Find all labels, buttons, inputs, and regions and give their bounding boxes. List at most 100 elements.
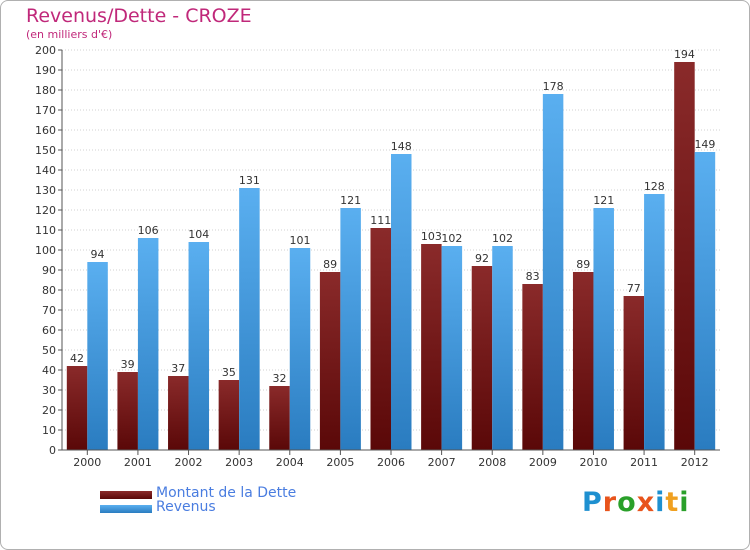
data-label: 102 xyxy=(492,232,513,245)
y-tick-label: 60 xyxy=(42,324,56,337)
x-tick-label: 2012 xyxy=(681,456,709,469)
logo-letter: i xyxy=(679,487,690,518)
y-tick-label: 100 xyxy=(35,244,56,257)
x-tick-label: 2006 xyxy=(377,456,405,469)
data-label: 37 xyxy=(171,362,185,375)
x-axis-ticks: 2000 2001 2002 2003 2004 2005 2006 2007 2008 2009… xyxy=(73,450,709,469)
y-tick-label: 120 xyxy=(35,204,56,217)
y-tick-label: 0 xyxy=(49,444,56,457)
bar-debt xyxy=(674,62,695,450)
chart-title: Revenus/Dette - CROZE xyxy=(26,5,252,27)
bar-revenus xyxy=(441,246,463,450)
bar-debt xyxy=(471,266,493,450)
x-tick-label: 2008 xyxy=(478,456,506,469)
axes xyxy=(61,50,720,451)
bar-debt xyxy=(522,284,543,450)
data-label: 42 xyxy=(70,352,84,365)
x-tick-label: 2004 xyxy=(276,456,304,469)
bar-revenus xyxy=(644,194,665,450)
bar-revenus xyxy=(289,248,311,450)
bar-debt xyxy=(218,380,240,450)
y-tick-label: 90 xyxy=(42,264,56,277)
y-tick-label: 80 xyxy=(42,284,56,297)
y-axis-ticks: 0 10 20 30 40 50 60 70 80 90 100 110 120 130 140 150 160… xyxy=(35,44,62,457)
data-label: 89 xyxy=(576,258,590,271)
y-tick-label: 130 xyxy=(35,184,56,197)
y-tick-label: 30 xyxy=(42,384,56,397)
y-tick-label: 150 xyxy=(35,144,56,157)
y-tick-label: 160 xyxy=(35,124,56,137)
data-label: 149 xyxy=(694,138,715,151)
logo-letter: o xyxy=(617,487,637,518)
proxiti-logo: Proxiti xyxy=(582,487,690,518)
bar-debt xyxy=(370,228,391,450)
x-tick-label: 2001 xyxy=(124,456,152,469)
bar-debt xyxy=(572,272,594,450)
y-tick-label: 180 xyxy=(35,84,56,97)
data-label: 148 xyxy=(391,140,412,153)
y-tick-label: 10 xyxy=(42,424,56,437)
bar-debt xyxy=(66,366,88,450)
y-tick-label: 50 xyxy=(42,344,56,357)
data-label: 92 xyxy=(475,252,489,265)
bar-debt xyxy=(168,376,189,450)
logo-letter: t xyxy=(665,487,680,518)
legend-swatch-debt xyxy=(100,491,152,499)
y-tick-label: 170 xyxy=(35,104,56,117)
data-label: 103 xyxy=(421,230,442,243)
data-label: 77 xyxy=(627,282,641,295)
bar-revenus xyxy=(188,242,210,450)
bar-debt xyxy=(117,372,138,450)
bars xyxy=(66,62,716,450)
data-label: 121 xyxy=(593,194,614,207)
data-label: 94 xyxy=(91,248,105,261)
bar-debt xyxy=(319,272,341,450)
logo-letter: P xyxy=(582,487,603,518)
x-tick-label: 2011 xyxy=(630,456,658,469)
y-tick-label: 190 xyxy=(35,64,56,77)
data-label: 83 xyxy=(526,270,540,283)
bar-debt xyxy=(623,296,645,450)
x-tick-label: 2000 xyxy=(73,456,101,469)
y-tick-label: 40 xyxy=(42,364,56,377)
data-label: 102 xyxy=(441,232,462,245)
x-tick-label: 2010 xyxy=(579,456,607,469)
y-tick-label: 200 xyxy=(35,44,56,57)
data-label: 106 xyxy=(138,224,159,237)
y-tick-label: 110 xyxy=(35,224,56,237)
logo-letter: r xyxy=(602,487,618,518)
logo-letter: i xyxy=(655,487,666,518)
x-tick-label: 2009 xyxy=(529,456,557,469)
x-tick-label: 2005 xyxy=(326,456,354,469)
data-label: 89 xyxy=(323,258,337,271)
x-tick-label: 2007 xyxy=(428,456,456,469)
bar-revenus xyxy=(542,94,564,450)
bar-revenus xyxy=(137,238,159,450)
bar-revenus xyxy=(694,152,716,450)
data-label: 121 xyxy=(340,194,361,207)
data-label: 178 xyxy=(543,80,564,93)
x-tick-label: 2002 xyxy=(175,456,203,469)
y-tick-label: 140 xyxy=(35,164,56,177)
data-label: 194 xyxy=(674,48,695,61)
chart-subtitle: (en milliers d'€) xyxy=(26,28,113,41)
bar-revenus xyxy=(87,262,108,450)
x-tick-label: 2003 xyxy=(225,456,253,469)
legend-label-revenus: Revenus xyxy=(156,499,216,515)
data-label: 131 xyxy=(239,174,260,187)
data-label: 39 xyxy=(121,358,135,371)
data-label: 32 xyxy=(273,372,287,385)
bar-debt xyxy=(421,244,442,450)
bar-revenus xyxy=(391,154,412,450)
data-label: 104 xyxy=(188,228,209,241)
bar-revenus xyxy=(593,208,614,450)
y-tick-label: 70 xyxy=(42,304,56,317)
legend-label-debt: Montant de la Dette xyxy=(156,485,297,501)
bar-revenus xyxy=(239,188,260,450)
bar-revenus xyxy=(492,246,513,450)
y-tick-label: 20 xyxy=(42,404,56,417)
logo-letter: x xyxy=(636,487,656,518)
data-label: 128 xyxy=(644,180,665,193)
